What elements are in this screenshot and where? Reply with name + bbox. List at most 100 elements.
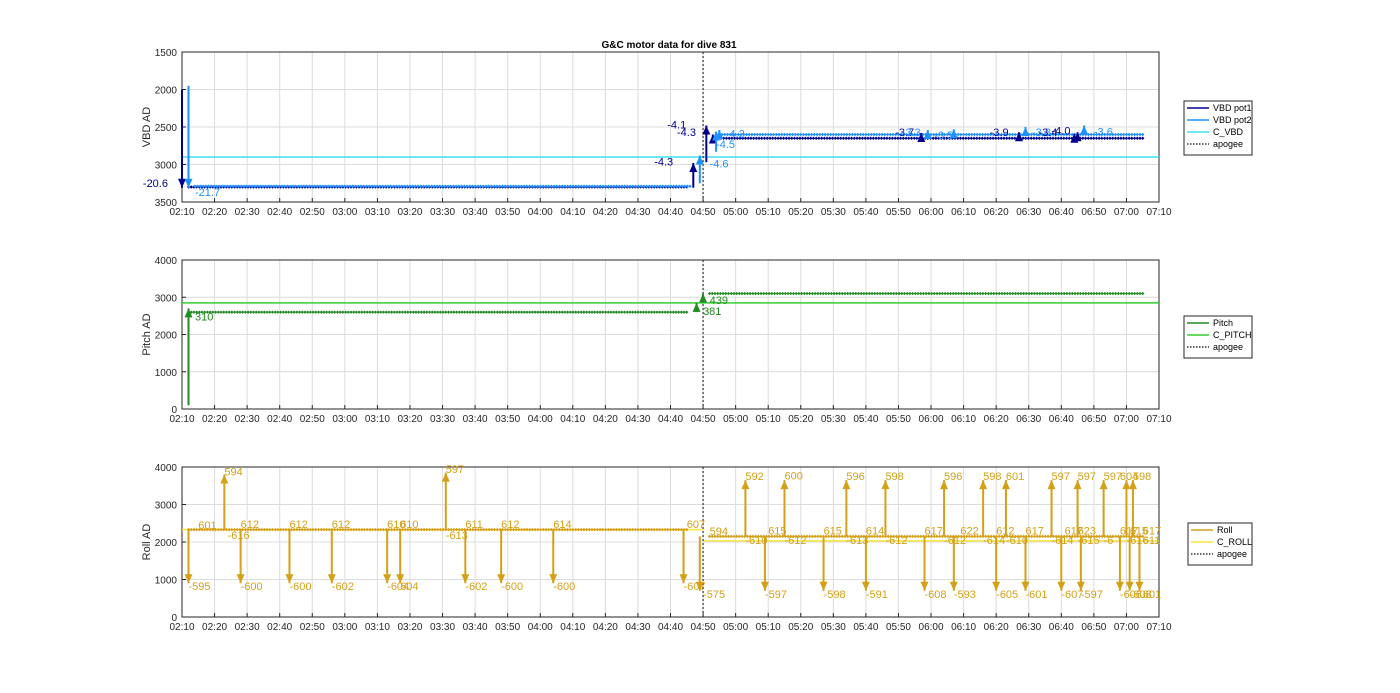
data-point [1086,291,1091,296]
data-point [1043,534,1047,539]
data-label: -613 [846,535,868,547]
data-point [965,534,969,539]
arrow-head [383,574,392,584]
data-point [222,310,226,314]
legend-label: C_VBD [1213,127,1244,137]
data-point [476,184,480,188]
data-label: -612 [885,535,907,547]
data-point [211,527,215,532]
arrow-head [979,480,988,490]
data-point [825,136,829,140]
data-point [560,184,564,188]
data-point [1019,534,1023,539]
data-point [658,527,662,532]
data-point [886,534,890,539]
data-point [1065,534,1069,539]
legend-label: apogee [1213,342,1243,352]
data-label: -591 [866,589,888,601]
x-tick-label: 05:40 [853,414,878,425]
data-point [769,132,773,137]
x-tick-label: 02:50 [300,414,325,425]
data-label: 617 [925,526,943,538]
data-point [880,132,884,137]
data-point [349,527,353,532]
data-point [525,527,529,532]
data-point [759,534,763,539]
x-tick-label: 05:10 [756,622,781,633]
x-tick-label: 05:40 [853,622,878,633]
data-point [668,527,673,532]
x-tick-label: 04:30 [625,207,650,218]
data-point [243,527,248,532]
data-point [644,527,648,532]
data-point [1097,291,1102,296]
data-point [771,132,776,137]
data-point [889,534,893,539]
data-point [1021,136,1025,140]
data-point [590,527,594,532]
data-point [1046,291,1050,296]
data-point [525,184,529,188]
data-point [674,184,679,188]
data-point [227,310,231,314]
data-point [805,534,809,539]
arrow-head [940,480,949,490]
data-point [790,132,795,137]
data-point [1081,534,1085,539]
data-point [858,132,863,137]
data-point [576,527,581,532]
data-point [767,534,771,539]
data-label: 381 [703,306,721,318]
x-tick-label: 03:50 [495,207,520,218]
data-point [934,132,939,137]
arrow-head [715,130,724,139]
data-point [343,527,348,532]
data-label: 597 [446,464,464,476]
data-point [873,534,877,539]
legend-label: VBD pot1 [1213,103,1252,113]
arrow-head [327,574,336,584]
data-point [773,136,778,140]
arrow-head [689,163,698,172]
data-point [636,527,640,532]
data-point [737,534,742,539]
data-point [308,527,313,532]
data-point [652,527,656,532]
data-point [1038,291,1042,296]
x-tick-label: 02:10 [169,622,194,633]
data-point [392,527,397,532]
data-point [750,132,754,137]
data-point [870,534,874,539]
data-point [775,534,779,539]
x-tick-label: 02:30 [235,207,260,218]
data-point [1122,534,1126,539]
data-point [454,527,459,532]
data-point [904,136,908,140]
arrow-head [441,472,450,482]
data-point [997,534,1001,539]
y-tick-label: 3000 [155,501,178,512]
data-point [896,132,901,137]
data-point [718,534,723,539]
data-label: 598 [885,471,903,483]
data-point [625,184,630,188]
data-point [266,184,271,188]
data-point [579,184,583,188]
data-point [198,184,203,188]
data-point [1030,291,1034,296]
data-point [243,310,248,314]
data-point [770,136,775,140]
data-point [231,184,235,188]
arrow-head [1128,480,1137,490]
data-point [1011,534,1015,539]
x-tick-label: 02:40 [267,207,292,218]
data-point [997,132,1001,137]
data-point [546,184,551,188]
legend-label: Pitch [1213,318,1233,328]
data-point [236,184,241,188]
data-point [910,132,914,137]
data-point [1016,534,1020,539]
x-tick-label: 04:10 [560,207,585,218]
data-point [672,184,676,188]
data-point [568,184,573,188]
